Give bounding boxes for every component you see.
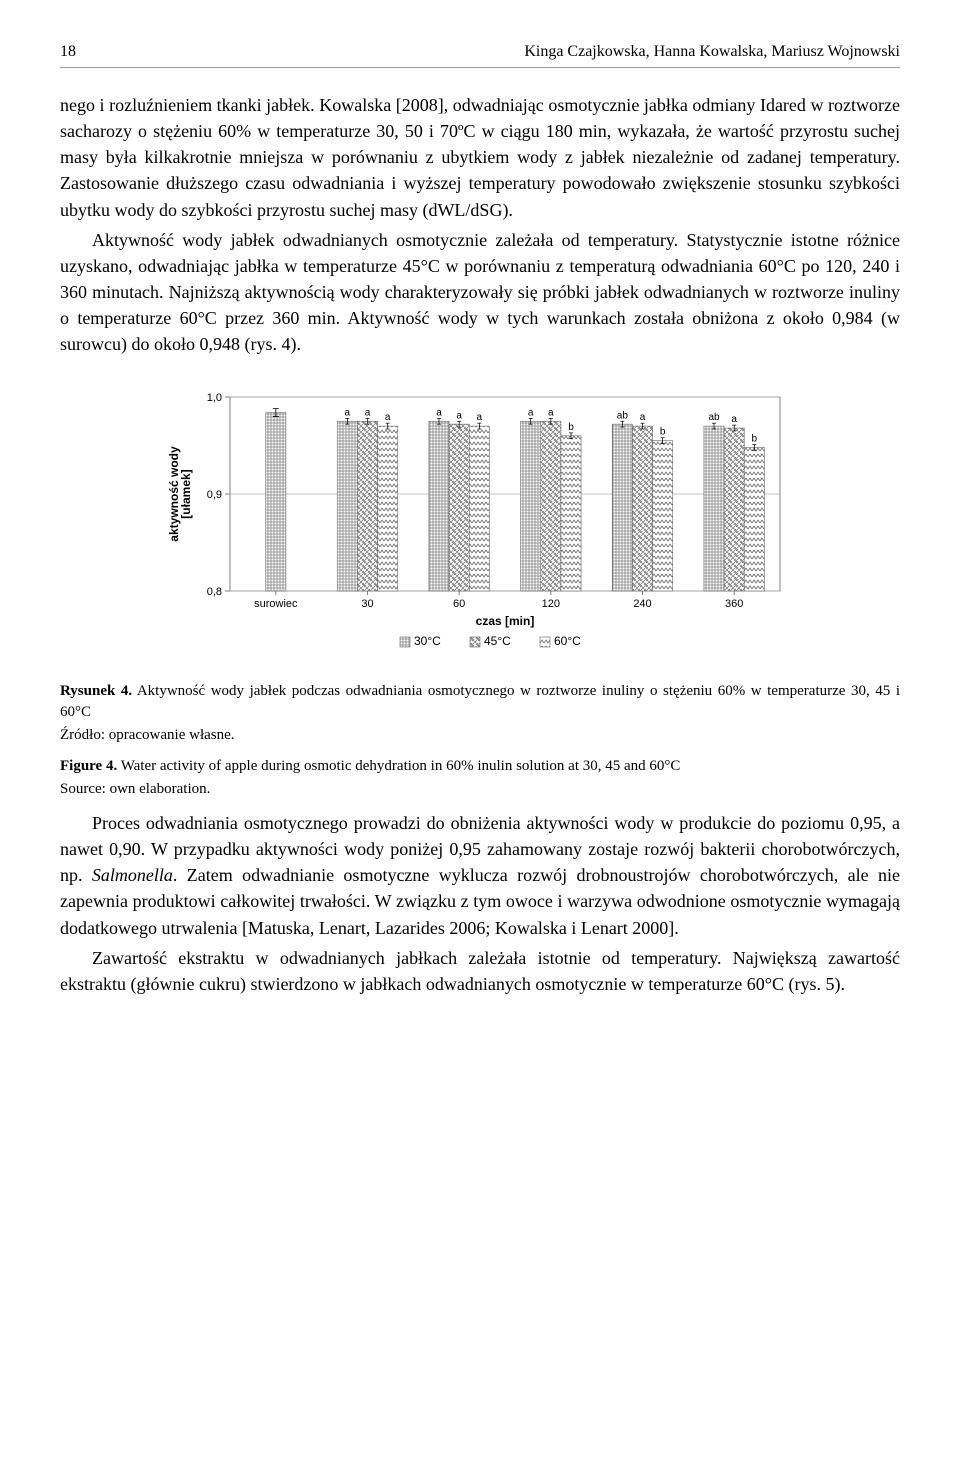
svg-text:240: 240 — [633, 598, 651, 610]
caption-en: Figure 4. Water activity of apple during… — [60, 756, 900, 777]
svg-text:a: a — [345, 407, 351, 418]
page-number: 18 — [60, 40, 76, 63]
caption-pl: Rysunek 4. Aktywność wody jabłek podczas… — [60, 681, 900, 723]
caption-block: Rysunek 4. Aktywność wody jabłek podczas… — [60, 681, 900, 800]
svg-text:0,8: 0,8 — [207, 586, 222, 598]
para3-italic: Salmonella — [92, 865, 173, 885]
source-en: Source: own elaboration. — [60, 779, 900, 800]
svg-text:a: a — [528, 407, 534, 418]
svg-text:b: b — [568, 422, 574, 433]
svg-text:30: 30 — [361, 598, 373, 610]
paragraph-3: Proces odwadniania osmotycznego prowadzi… — [60, 810, 900, 940]
figure-4-chart: 0,80,91,0aktywność wody[ułamek]surowiec3… — [60, 381, 900, 661]
caption-pl-text: Aktywność wody jabłek podczas odwadniani… — [60, 683, 900, 720]
plot-area: 0,80,91,0aktywność wody[ułamek]surowiec3… — [167, 392, 780, 648]
svg-text:60°C: 60°C — [554, 634, 581, 648]
svg-text:b: b — [752, 434, 758, 445]
header-authors: Kinga Czajkowska, Hanna Kowalska, Marius… — [524, 40, 900, 63]
svg-text:surowiec: surowiec — [254, 598, 298, 610]
svg-text:0,9: 0,9 — [207, 489, 222, 501]
caption-en-text: Water activity of apple during osmotic d… — [117, 758, 680, 774]
svg-text:1,0: 1,0 — [207, 392, 222, 404]
paragraph-4: Zawartość ekstraktu w odwadnianych jabłk… — [60, 945, 900, 997]
paragraph-1: nego i rozluźnieniem tkanki jabłek. Kowa… — [60, 92, 900, 222]
svg-text:czas [min]: czas [min] — [476, 614, 535, 628]
svg-text:a: a — [548, 407, 554, 418]
svg-text:[ułamek]: [ułamek] — [179, 469, 193, 518]
svg-text:a: a — [385, 412, 391, 423]
svg-text:ab: ab — [708, 412, 720, 423]
svg-text:a: a — [640, 412, 646, 423]
svg-text:120: 120 — [542, 598, 560, 610]
source-pl: Źródło: opracowanie własne. — [60, 725, 900, 746]
svg-text:a: a — [365, 407, 371, 418]
svg-text:60: 60 — [453, 598, 465, 610]
para3-b: . Zatem odwadnianie osmotyczne wyklucza … — [60, 865, 900, 937]
svg-text:a: a — [477, 412, 483, 423]
svg-text:a: a — [436, 407, 442, 418]
paragraph-2: Aktywność wody jabłek odwadnianych osmot… — [60, 227, 900, 357]
svg-text:360: 360 — [725, 598, 743, 610]
svg-text:ab: ab — [617, 410, 629, 421]
caption-en-title: Figure 4. — [60, 758, 117, 774]
running-header: 18 Kinga Czajkowska, Hanna Kowalska, Mar… — [60, 40, 900, 68]
caption-pl-title: Rysunek 4. — [60, 683, 132, 699]
svg-text:30°C: 30°C — [414, 634, 441, 648]
svg-text:a: a — [731, 414, 737, 425]
chart-svg: 0,80,91,0aktywność wody[ułamek]surowiec3… — [160, 381, 800, 661]
svg-text:a: a — [456, 410, 462, 421]
svg-text:b: b — [660, 427, 666, 438]
svg-text:45°C: 45°C — [484, 634, 511, 648]
